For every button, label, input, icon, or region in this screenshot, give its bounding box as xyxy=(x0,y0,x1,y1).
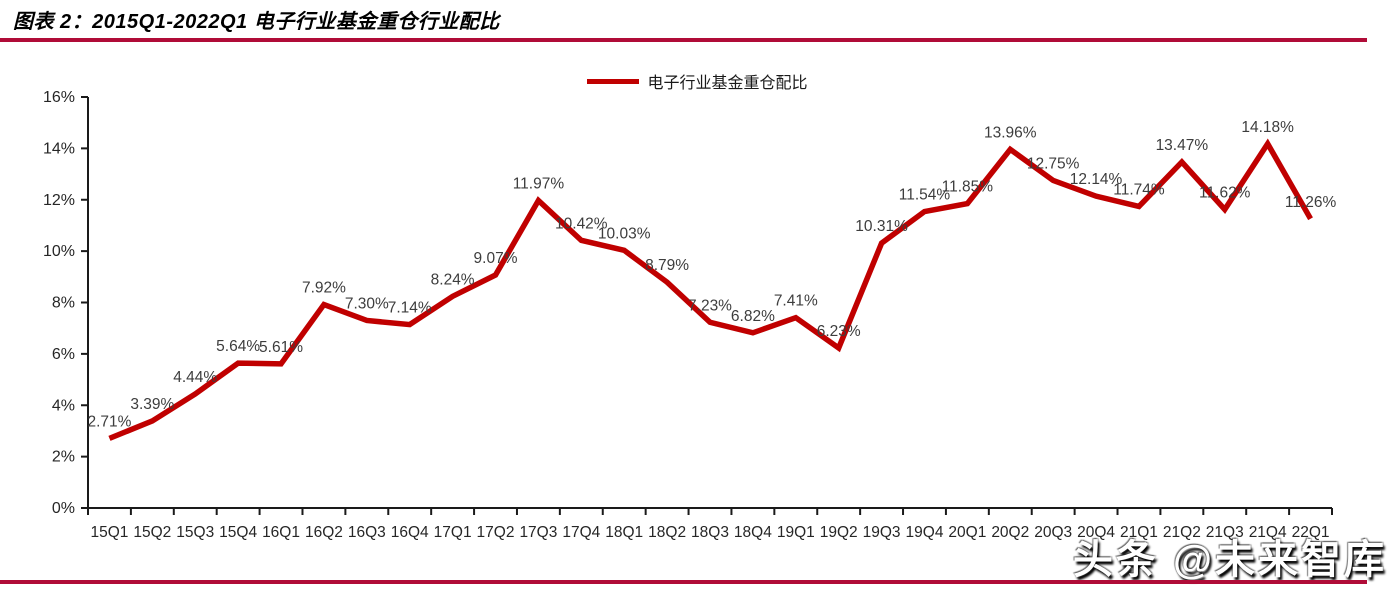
y-axis-tick-label: 14% xyxy=(43,140,75,157)
x-axis-tick-label: 21Q2 xyxy=(1163,524,1201,541)
data-point-label: 7.14% xyxy=(388,300,432,317)
y-axis-tick-label: 8% xyxy=(52,295,75,312)
x-axis-tick-label: 19Q1 xyxy=(777,524,815,541)
x-axis-tick-label: 15Q4 xyxy=(219,524,257,541)
legend-line-marker xyxy=(587,78,640,84)
data-point-label: 11.74% xyxy=(1113,181,1165,198)
data-point-label: 5.61% xyxy=(259,339,303,356)
data-point-label: 12.75% xyxy=(1027,155,1080,172)
x-axis-tick-label: 21Q4 xyxy=(1249,524,1287,541)
x-axis-tick-label: 19Q2 xyxy=(820,524,858,541)
data-point-label: 7.92% xyxy=(302,280,346,297)
x-axis-tick-label: 15Q1 xyxy=(90,524,128,541)
x-axis-tick-label: 21Q1 xyxy=(1120,524,1158,541)
legend-series-label: 电子行业基金重仓配比 xyxy=(647,75,808,92)
data-point-label: 13.47% xyxy=(1156,137,1209,154)
y-axis-tick-label: 2% xyxy=(52,449,75,466)
data-point-label: 11.54% xyxy=(899,187,951,204)
x-axis-tick-label: 18Q3 xyxy=(691,524,729,541)
data-point-label: 3.39% xyxy=(130,396,174,413)
data-point-label: 11.85% xyxy=(942,179,994,196)
y-axis-tick-label: 6% xyxy=(52,346,75,363)
x-axis-tick-label: 19Q3 xyxy=(863,524,901,541)
data-point-label: 6.82% xyxy=(731,308,775,325)
data-point-label: 2.71% xyxy=(87,413,131,430)
data-point-label: 8.24% xyxy=(431,271,475,288)
y-axis-tick-label: 12% xyxy=(43,192,75,209)
y-axis-tick-label: 16% xyxy=(43,89,75,106)
data-point-label: 10.31% xyxy=(855,218,908,235)
data-point-label: 5.64% xyxy=(216,338,260,355)
x-axis-tick-label: 15Q3 xyxy=(176,524,214,541)
data-point-label: 11.62% xyxy=(1199,185,1251,202)
x-axis-tick-label: 16Q2 xyxy=(305,524,343,541)
y-axis-tick-label: 4% xyxy=(52,397,75,414)
data-point-label: 11.26% xyxy=(1285,194,1337,211)
x-axis-tick-label: 15Q2 xyxy=(133,524,171,541)
x-axis-tick-label: 18Q4 xyxy=(734,524,772,541)
title-underline-rule xyxy=(0,38,1367,42)
chart-legend: 电子行业基金重仓配比 xyxy=(0,70,1395,92)
data-point-label: 9.07% xyxy=(474,250,518,267)
x-axis-tick-label: 20Q4 xyxy=(1077,524,1115,541)
x-axis-tick-label: 17Q2 xyxy=(477,524,515,541)
data-point-label: 10.03% xyxy=(598,225,651,242)
x-axis-tick-label: 17Q4 xyxy=(562,524,600,541)
x-axis-tick-label: 19Q4 xyxy=(906,524,944,541)
x-axis-tick-label: 16Q3 xyxy=(348,524,386,541)
x-axis-tick-label: 20Q1 xyxy=(948,524,986,541)
data-point-label: 12.14% xyxy=(1070,171,1123,188)
x-axis-tick-label: 18Q1 xyxy=(605,524,643,541)
y-axis-tick-label: 0% xyxy=(52,500,75,517)
bottom-divider-rule xyxy=(0,580,1367,584)
data-point-label: 14.18% xyxy=(1241,119,1294,136)
data-point-label: 13.96% xyxy=(984,124,1037,141)
watermark-text: 头条 @未来智库 xyxy=(1072,538,1387,582)
data-point-label: 10.42% xyxy=(555,215,608,232)
x-axis-tick-label: 20Q2 xyxy=(991,524,1029,541)
data-point-label: 11.97% xyxy=(513,176,565,193)
data-point-label: 7.23% xyxy=(688,297,732,314)
data-point-label: 4.44% xyxy=(173,369,217,386)
data-point-label: 7.30% xyxy=(345,295,389,312)
data-point-label: 8.79% xyxy=(645,257,689,274)
series-line-电子行业基金重仓配比 xyxy=(108,138,1313,441)
x-axis-tick-label: 21Q3 xyxy=(1206,524,1244,541)
x-axis-tick-label: 17Q1 xyxy=(434,524,472,541)
data-point-label: 6.23% xyxy=(817,323,861,340)
x-axis-tick-label: 16Q4 xyxy=(391,524,429,541)
data-point-label: 7.41% xyxy=(774,293,818,310)
y-axis-tick-label: 10% xyxy=(43,243,75,260)
x-axis-tick-label: 18Q2 xyxy=(648,524,686,541)
figure-title: 图表 2：2015Q1-2022Q1 电子行业基金重仓行业配比 xyxy=(13,11,500,33)
x-axis-tick-label: 20Q3 xyxy=(1034,524,1072,541)
x-axis-tick-label: 16Q1 xyxy=(262,524,300,541)
x-axis-tick-label: 22Q1 xyxy=(1292,524,1330,541)
x-axis-tick-label: 17Q3 xyxy=(519,524,557,541)
